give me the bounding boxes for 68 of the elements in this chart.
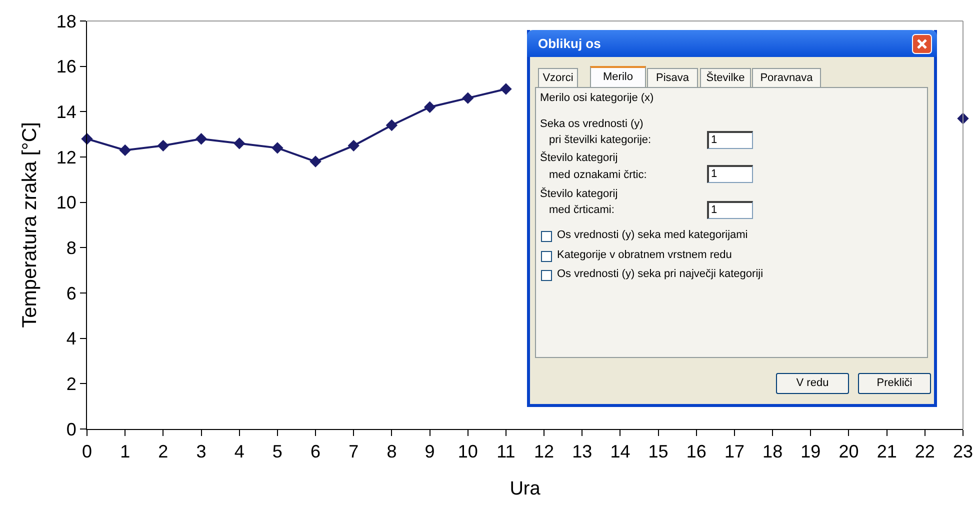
y-tick-label: 14	[56, 102, 76, 122]
y-tick-label: 2	[66, 374, 76, 394]
x-tick-label: 11	[496, 442, 516, 462]
annotation: med črticami:	[549, 204, 614, 216]
y-axis-title: Temperatura zraka [°C]	[18, 122, 41, 328]
y-tick-label: 8	[66, 238, 76, 258]
chart-title: Oblikuj os	[538, 36, 601, 51]
annotation: Os vrednosti (y) seka pri največji kategoriji	[557, 268, 764, 280]
x-tick-label: 4	[234, 442, 244, 462]
button: Prekliči	[858, 373, 931, 394]
x-tick-label: 5	[272, 442, 282, 462]
text-field: 1	[707, 165, 753, 183]
x-tick-label: 15	[648, 442, 668, 462]
x-tick-label: 6	[310, 442, 321, 462]
text-field: 1	[707, 201, 753, 219]
annotation: med oznakami črtic:	[549, 169, 647, 181]
x-tick-label: 10	[458, 442, 478, 462]
x-tick-label: 3	[196, 442, 206, 462]
x-tick-label: 17	[724, 442, 744, 462]
y-tick-label: 12	[56, 147, 76, 168]
tab: Poravnava	[752, 68, 821, 87]
button: V redu	[776, 373, 849, 394]
x-tick-label: 1	[120, 442, 130, 462]
point	[310, 156, 322, 168]
x-tick-label: 18	[762, 442, 783, 462]
annotation: Os vrednosti (y) seka med kategorijami	[557, 229, 748, 241]
x-axis-title: Ura	[510, 478, 541, 500]
point	[119, 144, 131, 156]
point	[348, 140, 360, 152]
point	[234, 138, 246, 150]
tab: Številke	[700, 68, 751, 87]
annotation: Seka os vrednosti (y)	[540, 118, 644, 130]
point	[462, 92, 474, 104]
annotation: Število kategorij	[540, 152, 618, 164]
x-tick-label: 16	[686, 442, 706, 462]
x-tick-label: 2	[158, 442, 168, 462]
annotation: pri številki kategorije:	[549, 134, 652, 146]
point	[195, 133, 208, 145]
tab: Vzorci	[538, 68, 578, 87]
point	[386, 119, 398, 132]
point	[500, 83, 512, 95]
point	[424, 101, 436, 113]
x-tick-label: 7	[348, 442, 359, 462]
annotation: Kategorije v obratnem vrstnem redu	[557, 249, 732, 261]
x-tick-label: 12	[534, 442, 554, 462]
x-tick-label: 21	[876, 442, 897, 462]
x-tick-label: 0	[82, 442, 92, 462]
annotation: Število kategorij	[540, 188, 618, 200]
x-tick-label: 20	[838, 442, 859, 462]
y-tick-label: 4	[66, 328, 76, 349]
y-tick-label: 6	[66, 283, 76, 304]
y-tick-label: 16	[56, 56, 76, 77]
y-tick-label: 0	[66, 419, 76, 440]
tab: Merilo	[590, 66, 646, 87]
annotation: Merilo osi kategorije (x)	[540, 92, 654, 104]
x-tick-label: 8	[386, 442, 397, 462]
text-field: 1	[707, 131, 753, 149]
x-tick-label: 14	[610, 442, 630, 462]
point	[157, 140, 170, 152]
x-tick-label: 19	[800, 442, 821, 462]
point	[272, 142, 284, 154]
x-tick-label: 9	[424, 442, 435, 462]
y-tick-label: 18	[56, 11, 76, 32]
x-tick-label: 23	[952, 442, 974, 462]
tab: Pisava	[647, 68, 698, 87]
x-tick-label: 22	[914, 442, 935, 462]
y-tick-label: 10	[56, 192, 76, 213]
x-tick-label: 13	[572, 442, 592, 462]
